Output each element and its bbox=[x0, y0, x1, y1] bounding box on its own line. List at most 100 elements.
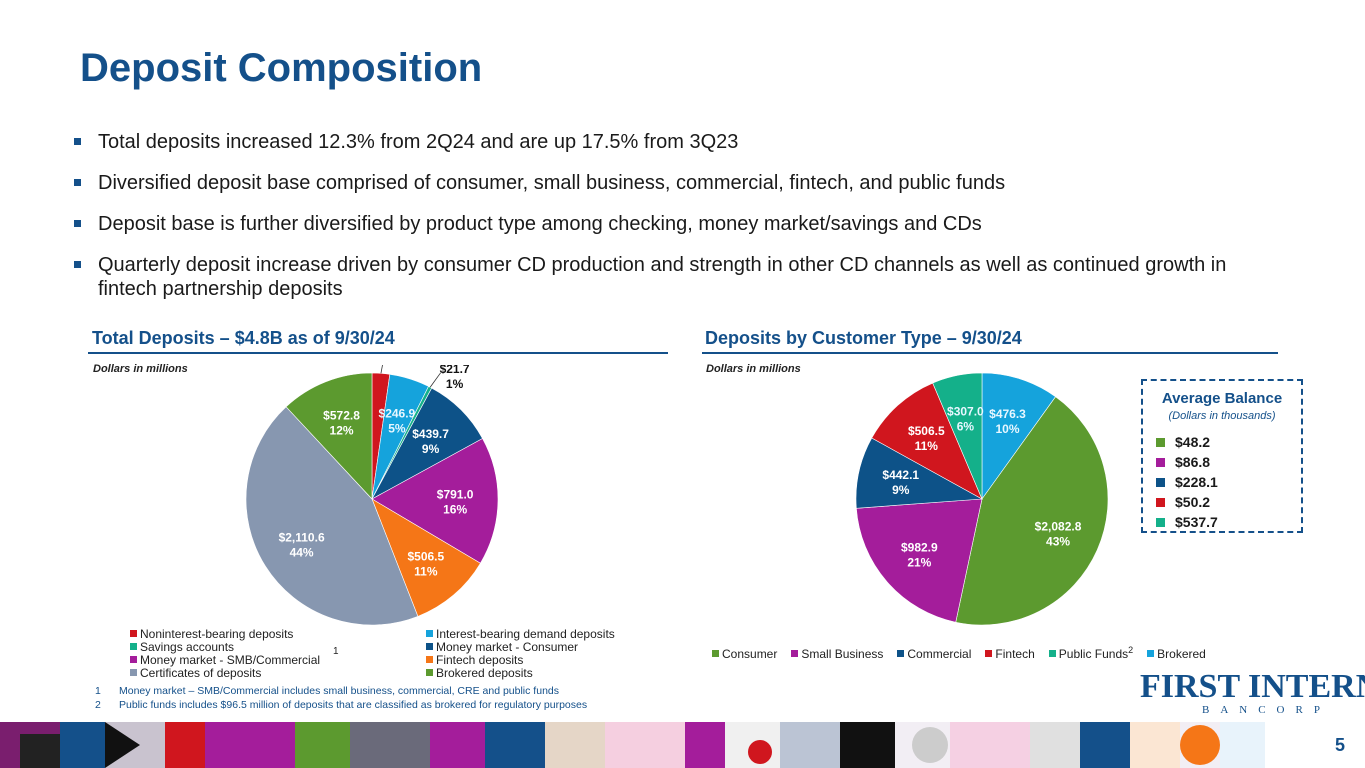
bullet-marker bbox=[74, 138, 81, 145]
data-label-percent: 5% bbox=[388, 422, 406, 436]
footnote-text: Public funds includes $96.5 million of d… bbox=[119, 699, 588, 711]
legend-label: Money market - Consumer bbox=[436, 640, 579, 654]
average-balance-swatch bbox=[1156, 438, 1165, 447]
bullet-text: Deposit base is further diversified by p… bbox=[98, 213, 982, 235]
right-chart-legend: Consumer Small Business Commercial Fintech P… bbox=[712, 645, 1220, 661]
left-chart-rule bbox=[88, 352, 668, 354]
average-balance-swatch bbox=[1156, 478, 1165, 487]
legend-swatch bbox=[426, 669, 433, 676]
legend-entry: Consumer bbox=[712, 647, 777, 661]
customer-type-pie: $476.310% $2,082.843% $982.921% $442.19% $50… bbox=[855, 372, 1109, 626]
data-label-percent: 10% bbox=[996, 422, 1020, 436]
average-balance-row: $50.2 bbox=[1156, 494, 1301, 514]
average-balance-box: Average Balance (Dollars in thousands) $… bbox=[1141, 379, 1303, 533]
legend-entry: Fintech deposits bbox=[426, 654, 646, 667]
legend-label: Noninterest-bearing deposits bbox=[140, 627, 294, 641]
bullet-marker bbox=[74, 261, 81, 268]
right-chart-rule bbox=[702, 352, 1278, 354]
company-logo: FIRST INTERNET BANCORP bbox=[1140, 668, 1365, 718]
legend-swatch bbox=[897, 650, 905, 657]
average-balance-row: $537.7 bbox=[1156, 514, 1301, 534]
bullet-text: Quarterly deposit increase driven by con… bbox=[98, 254, 1227, 300]
average-balance-row: $228.1 bbox=[1156, 474, 1301, 494]
pie-slice-consumer bbox=[955, 396, 1109, 626]
average-balance-swatch bbox=[1156, 498, 1165, 507]
left-chart-title: Total Deposits – $4.8B as of 9/30/24 bbox=[92, 328, 395, 348]
data-label-value: $246.9 bbox=[379, 407, 416, 421]
footnote-text: Money market – SMB/Commercial includes s… bbox=[119, 685, 559, 697]
data-label-value: $2,110.6 bbox=[279, 530, 325, 544]
legend-swatch bbox=[130, 669, 137, 676]
leader-line bbox=[429, 372, 441, 388]
page-title: Deposit Composition bbox=[80, 46, 483, 90]
bullet-list: Total deposits increased 12.3% from 2Q24… bbox=[74, 130, 1234, 318]
legend-swatch bbox=[426, 656, 433, 663]
data-label-value: $476.3 bbox=[989, 407, 1026, 421]
average-balance-title: Average Balance bbox=[1161, 390, 1283, 407]
data-label-percent: 16% bbox=[443, 502, 467, 516]
data-label-percent: 11% bbox=[915, 439, 939, 453]
legend-entry: Brokered bbox=[1147, 647, 1206, 661]
data-label-value: $21.7 bbox=[440, 365, 470, 376]
data-label-value: $307.0 bbox=[947, 405, 984, 419]
bullet-marker bbox=[74, 220, 81, 227]
legend-label: Public Funds bbox=[1058, 647, 1129, 661]
pie-slice-money-market-smb-commercial bbox=[371, 438, 499, 564]
legend-entry: Small Business bbox=[791, 647, 883, 661]
footnote-ref-1: 1 bbox=[333, 646, 339, 657]
data-label-value: $791.0 bbox=[437, 487, 474, 501]
bullet-item: Total deposits increased 12.3% from 2Q24… bbox=[74, 130, 1234, 154]
pie-slice-public-funds bbox=[932, 372, 983, 500]
legend-swatch bbox=[1048, 650, 1056, 657]
bullet-item: Quarterly deposit increase driven by con… bbox=[74, 253, 1234, 301]
bullet-item: Deposit base is further diversified by p… bbox=[74, 212, 1234, 236]
legend-label: Savings accounts bbox=[140, 640, 235, 654]
legend-entry: Public Funds2 bbox=[1048, 645, 1134, 661]
data-label-percent: 11% bbox=[414, 564, 438, 578]
data-label-percent: 43% bbox=[1046, 535, 1070, 549]
legend-swatch bbox=[130, 630, 137, 637]
data-label-value: $982.9 bbox=[901, 541, 938, 555]
legend-label: Certificates of deposits bbox=[140, 666, 262, 680]
legend-entry: Noninterest-bearing deposits bbox=[130, 628, 426, 641]
legend-swatch bbox=[791, 650, 799, 657]
legend-swatch bbox=[130, 656, 137, 663]
legend-swatch bbox=[426, 643, 433, 650]
legend-entry: Interest-bearing demand deposits bbox=[426, 628, 646, 641]
data-label-value: $439.7 bbox=[412, 427, 449, 441]
average-balance-row: $86.8 bbox=[1156, 454, 1301, 474]
data-label-value: $2,082.8 bbox=[1035, 520, 1082, 534]
average-balance-value: $537.7 bbox=[1175, 514, 1218, 530]
legend-label: Money market - SMB/Commercial bbox=[140, 653, 321, 667]
data-label-value: $442.1 bbox=[882, 468, 919, 482]
pie-slice-fintech bbox=[871, 382, 983, 500]
legend-entry: Certificates of deposits bbox=[130, 667, 426, 680]
legend-label: Brokered deposits bbox=[436, 666, 533, 680]
average-balance-row: $48.2 bbox=[1156, 434, 1301, 454]
bullet-text: Total deposits increased 12.3% from 2Q24… bbox=[98, 131, 739, 153]
average-balance-value: $48.2 bbox=[1175, 434, 1211, 450]
data-label-percent: 9% bbox=[892, 483, 910, 497]
logo-main-text: FIRST INTERNET bbox=[1140, 668, 1365, 705]
data-label-percent: 6% bbox=[957, 420, 975, 434]
data-label-percent: 1% bbox=[446, 377, 464, 391]
data-label-percent: 44% bbox=[290, 545, 314, 559]
data-label-percent: 21% bbox=[907, 556, 931, 570]
legend-entry: Savings accounts bbox=[130, 641, 426, 654]
average-balance-rows: $48.2 $86.8 $228.1 $50.2 $537.7 bbox=[1143, 434, 1301, 534]
legend-entry: Fintech bbox=[985, 647, 1035, 661]
pie-slice-brokered bbox=[981, 372, 1057, 500]
left-chart-units: Dollars in millions bbox=[93, 363, 188, 375]
footnote-1: 1 Money market – SMB/Commercial includes … bbox=[95, 685, 559, 697]
footnote-number: 2 bbox=[95, 699, 101, 711]
average-balance-value: $228.1 bbox=[1175, 474, 1218, 490]
data-label-value: $506.5 bbox=[407, 549, 444, 563]
right-chart-units: Dollars in millions bbox=[706, 363, 801, 375]
data-label-percent: 12% bbox=[330, 424, 354, 438]
legend-swatch bbox=[130, 643, 137, 650]
legend-swatch bbox=[985, 650, 993, 657]
left-chart-legend: Noninterest-bearing deposits Interest-bea… bbox=[130, 628, 650, 680]
footnote-ref-2: 2 bbox=[1128, 645, 1134, 655]
footnote-2: 2 Public funds includes $96.5 million of … bbox=[95, 699, 587, 711]
bullet-marker bbox=[74, 179, 81, 186]
